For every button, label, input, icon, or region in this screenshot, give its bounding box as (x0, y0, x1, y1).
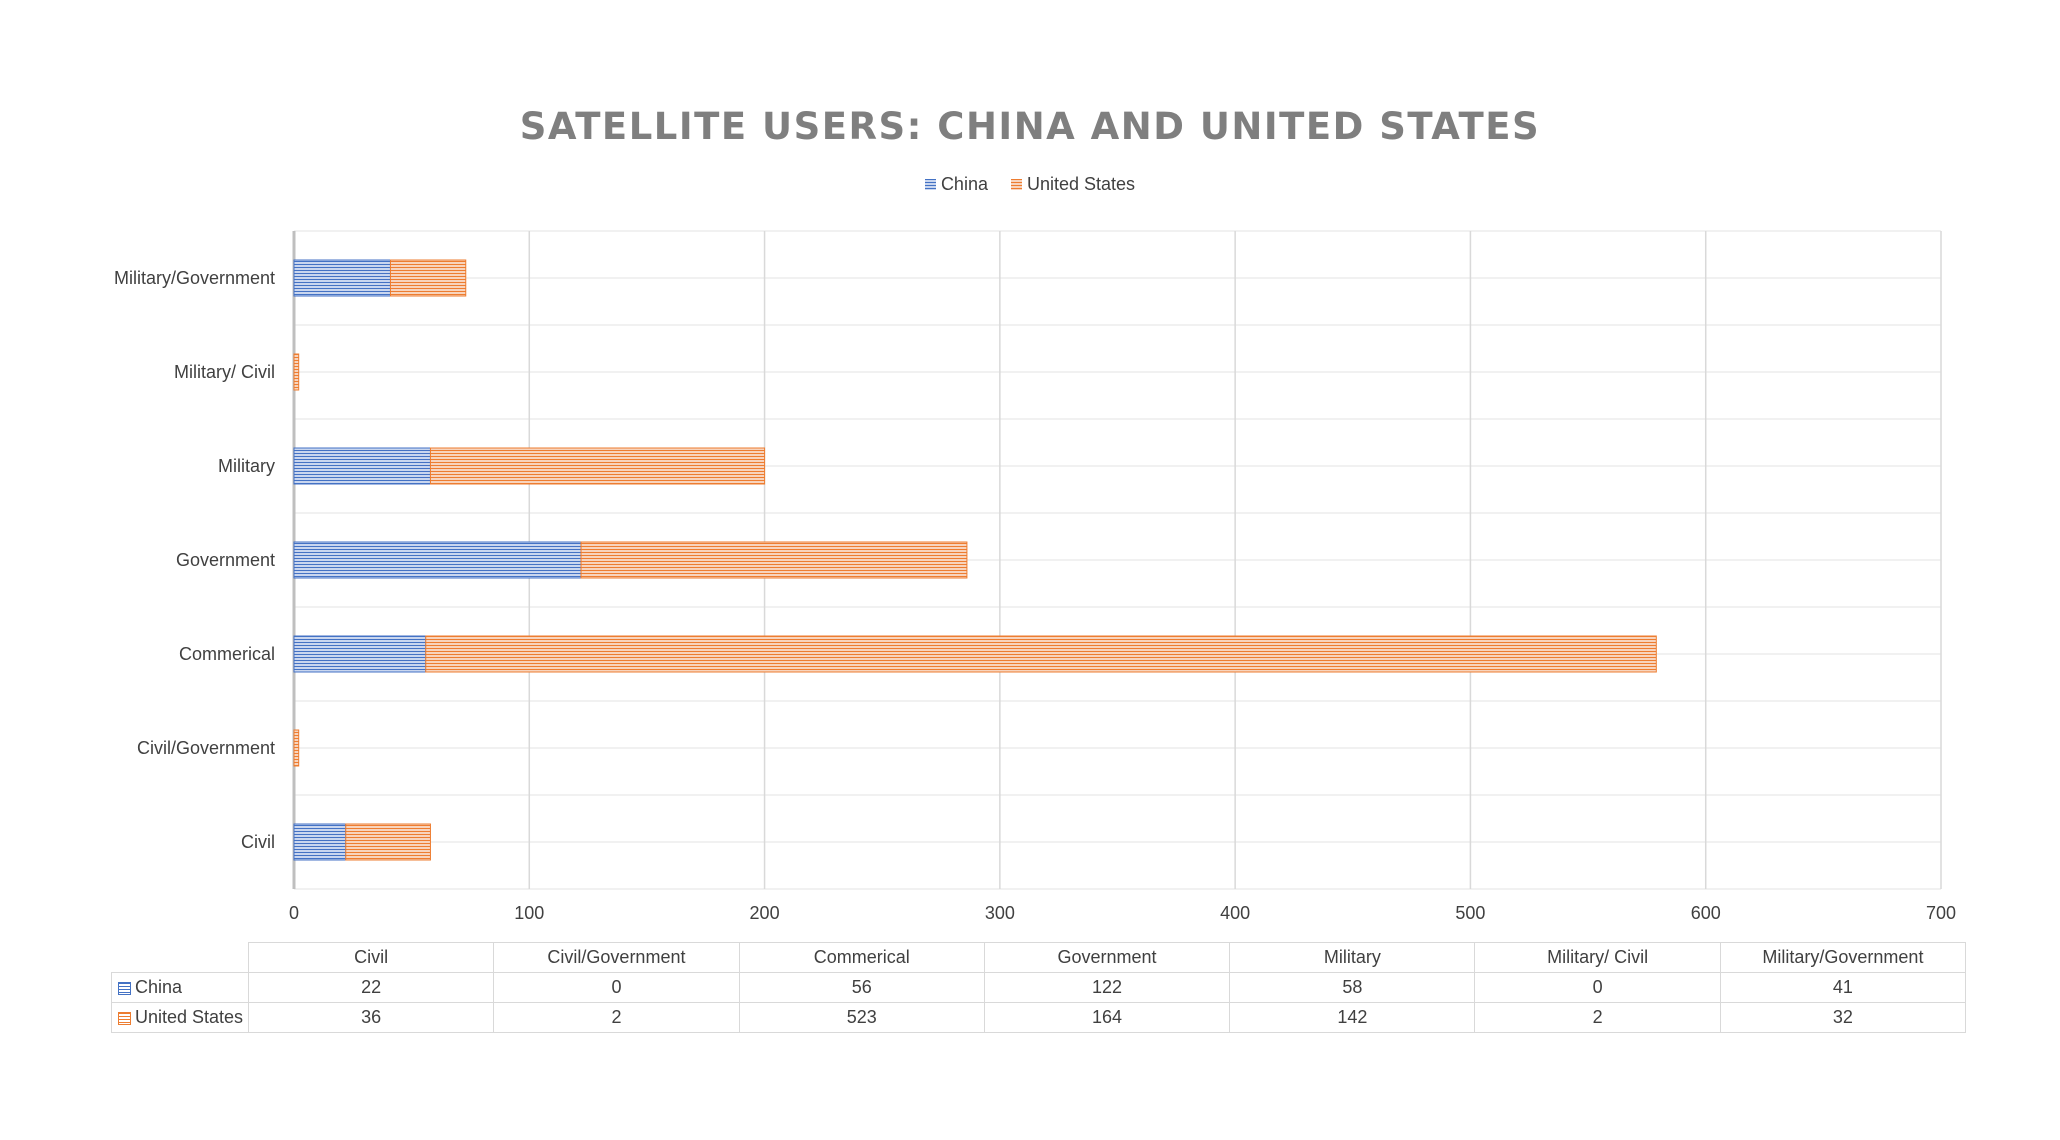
y-tick-label-commerical: Commerical (179, 644, 275, 664)
legend-swatch-china (924, 179, 936, 190)
data-table-cell: 56 (738, 972, 985, 1003)
data-table-cell: 32 (1719, 1002, 1967, 1033)
data-table-row-header: United States (111, 1002, 249, 1033)
data-table-cell: 0 (493, 972, 740, 1003)
data-table-row-header: China (111, 972, 249, 1003)
data-table-key-china (118, 981, 131, 995)
x-tick-label: 700 (1926, 903, 1956, 923)
bar-united-states-military-civil (293, 353, 300, 391)
x-tick-label: 400 (1220, 903, 1250, 923)
x-tick-label: 0 (289, 903, 299, 923)
y-tick-label-military-government: Military/Government (114, 268, 275, 288)
data-table-row-united-states: United States 36 2 523 164 142 2 32 (111, 1002, 1967, 1033)
data-table-col-header: Military (1229, 942, 1476, 973)
bar-china-commerical (293, 635, 427, 673)
x-tick-label: 200 (750, 903, 780, 923)
data-table-row-china: China 22 0 56 122 58 0 41 (111, 972, 1967, 1003)
bar-china-military-government (293, 259, 391, 297)
data-table-col-header: Military/ Civil (1474, 942, 1721, 973)
legend-item-china: China (924, 174, 988, 195)
data-table-cell: 142 (1229, 1002, 1476, 1033)
data-table-col-header: Civil/Government (493, 942, 740, 973)
y-tick-label-military: Military (218, 456, 275, 476)
data-table-cell: 523 (738, 1002, 985, 1033)
data-table-header: Civil Civil/Government Commerical Governmen… (111, 942, 1967, 973)
data-table-cell: 2 (493, 1002, 740, 1033)
data-table-cell: 164 (983, 1002, 1231, 1033)
data-table-col-header: Commerical (738, 942, 985, 973)
legend-label-united-states: United States (1026, 174, 1136, 194)
data-table-cell: 36 (247, 1002, 495, 1033)
data-table-corner (111, 942, 249, 973)
bar-united-states-commerical (425, 635, 1657, 673)
legend-swatch-united-states (1010, 179, 1022, 190)
bars (293, 259, 1657, 861)
data-table-cell: 41 (1719, 972, 1967, 1003)
bar-china-military (293, 447, 431, 485)
bar-united-states-military (429, 447, 766, 485)
y-tick-label-government: Government (176, 550, 275, 570)
data-table-cell: 122 (983, 972, 1231, 1003)
bar-united-states-civil-government (293, 729, 300, 767)
x-tick-label: 500 (1455, 903, 1485, 923)
bar-china-government (293, 541, 582, 579)
x-tick-label: 300 (985, 903, 1015, 923)
legend-label-china: China (940, 174, 988, 194)
chart-title: SATELLITE USERS: CHINA AND UNITED STATES (519, 105, 1541, 148)
bar-united-states-government (580, 541, 968, 579)
data-table-col-header: Military/Government (1719, 942, 1967, 973)
y-tick-label-military-civil: Military/ Civil (174, 362, 275, 382)
legend-item-united-states: United States (1010, 174, 1136, 195)
axis-labels: 0 100 200 300 400 500 600 700 Civil Civil/Governm… (114, 268, 1956, 923)
bar-united-states-military-government (389, 259, 467, 297)
data-table-cell: 22 (247, 972, 495, 1003)
bar-china-civil (293, 823, 347, 861)
data-table-cell: 58 (1229, 972, 1476, 1003)
legend: China United States (0, 174, 2060, 195)
y-tick-label-civil: Civil (241, 832, 275, 852)
x-tick-label: 600 (1691, 903, 1721, 923)
data-table-cell: 0 (1474, 972, 1721, 1003)
data-table-col-header: Civil (247, 942, 495, 973)
y-tick-label-civil-government: Civil/Government (137, 738, 275, 758)
data-table-col-header: Government (983, 942, 1231, 973)
data-table-key-united-states (118, 1011, 131, 1025)
data-table: Civil Civil/Government Commerical Governmen… (111, 942, 1967, 1033)
bar-united-states-civil (345, 823, 431, 861)
x-tick-label: 100 (514, 903, 544, 923)
data-table-cell: 2 (1474, 1002, 1721, 1033)
